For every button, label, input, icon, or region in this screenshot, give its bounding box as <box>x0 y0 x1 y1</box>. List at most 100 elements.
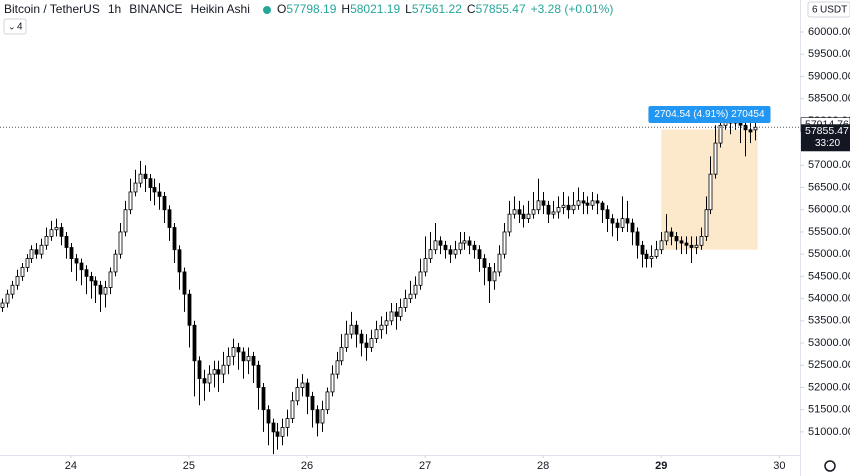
candle-body <box>585 202 590 206</box>
y-tick-label: 51000.00 <box>808 426 850 438</box>
candle-body <box>349 324 354 335</box>
candle-body <box>443 244 448 251</box>
candle-body <box>521 213 526 220</box>
y-tick-label: 59500.00 <box>808 48 850 60</box>
candle-body <box>566 204 571 211</box>
candle-body <box>187 293 192 326</box>
candle-body <box>615 222 620 228</box>
candle-body <box>433 240 438 251</box>
candle-body <box>113 253 118 273</box>
candle-body <box>644 253 649 260</box>
candle-body <box>266 409 271 424</box>
candle-body <box>335 360 340 375</box>
candle-body <box>231 347 236 357</box>
candle-body <box>128 191 133 211</box>
candle-body <box>753 126 758 131</box>
candle-body <box>339 347 344 362</box>
candle-body <box>492 271 497 282</box>
candle-body <box>369 338 374 348</box>
candle-body <box>379 324 384 331</box>
y-tick-label: 54500.00 <box>808 270 850 282</box>
collapsed-count[interactable]: 4 <box>17 22 23 33</box>
candle-body <box>718 124 723 144</box>
candle-body <box>384 320 389 326</box>
candle-body <box>359 333 364 344</box>
currency[interactable]: USDT <box>820 5 847 16</box>
y-tick-label: 57000.00 <box>808 159 850 171</box>
x-tick-label: 26 <box>301 460 313 472</box>
chevron: ⌄ <box>8 21 16 31</box>
candle-body <box>275 431 280 437</box>
candle-body <box>408 293 413 299</box>
candle-body <box>15 275 20 286</box>
candle-body <box>221 364 226 375</box>
visibility-icon[interactable] <box>263 6 271 14</box>
x-tick-label: 25 <box>183 460 195 472</box>
candle-body <box>487 267 492 282</box>
candle-body <box>44 235 49 246</box>
settings-icon[interactable] <box>824 460 836 472</box>
candle-body <box>226 355 231 366</box>
candle-body <box>394 311 399 317</box>
candle-body <box>669 231 674 237</box>
candle-body <box>212 369 217 375</box>
candle-body <box>605 209 610 220</box>
candle-body <box>216 369 221 375</box>
candle-body <box>123 209 128 233</box>
candle-body <box>261 387 266 411</box>
candle-body <box>310 395 315 411</box>
candle-body <box>512 209 517 215</box>
symbol[interactable]: Bitcoin / TetherUS <box>4 2 100 16</box>
candle-body <box>526 213 531 220</box>
candle-body <box>458 242 463 251</box>
ohlc-key: O <box>277 2 286 16</box>
candle-body <box>143 173 148 180</box>
candle-body <box>536 200 541 211</box>
candle-body <box>59 227 64 237</box>
candle-body <box>285 418 290 428</box>
candle-body <box>625 218 630 224</box>
last-price-box <box>801 124 850 152</box>
y-tick-label: 60000.00 <box>808 26 850 38</box>
currency-box[interactable] <box>807 1 850 18</box>
ohlc-key: L <box>405 2 412 16</box>
currency-prefix: 6 <box>812 5 818 16</box>
candle-body <box>581 200 586 204</box>
collapse-button[interactable] <box>3 18 27 35</box>
candle-body <box>413 284 418 295</box>
candle-body <box>600 202 605 211</box>
measure-label: 2704.54 (4.91%) 270454 <box>654 109 765 120</box>
candle-body <box>556 207 561 213</box>
candle-body <box>640 244 645 255</box>
candle-body <box>708 173 713 211</box>
ohlc-value: 57855.47 <box>476 2 526 16</box>
y-tick-label: 54000.00 <box>808 293 850 305</box>
candle-body <box>49 229 54 237</box>
candle-body <box>103 287 108 295</box>
gear[interactable] <box>824 460 836 472</box>
candle-body <box>246 355 251 362</box>
candle-body <box>271 422 276 433</box>
candle-body <box>576 200 581 206</box>
candle-body <box>595 200 600 204</box>
candle-body <box>118 231 123 255</box>
candle-body <box>531 209 536 215</box>
legend: Bitcoin / TetherUS ⌄ 4 1h BINANCE Heikin A… <box>3 2 613 35</box>
candle-body <box>453 249 458 255</box>
candle-body <box>0 302 5 308</box>
candle-body <box>477 249 482 260</box>
candle-body <box>649 255 654 260</box>
candle-body <box>448 249 453 255</box>
candle-body <box>497 253 502 273</box>
candle-body <box>197 360 202 379</box>
candle-body <box>418 271 423 286</box>
candle-body <box>192 324 197 362</box>
candle-body <box>561 204 566 208</box>
ohlc-value: 57561.22 <box>412 2 462 16</box>
candle-body <box>659 240 664 251</box>
candle-body <box>177 249 182 273</box>
candle-body <box>374 329 379 339</box>
y-tick-label: 56000.00 <box>808 204 850 216</box>
candle-body <box>354 324 359 335</box>
candle-body <box>694 244 699 248</box>
